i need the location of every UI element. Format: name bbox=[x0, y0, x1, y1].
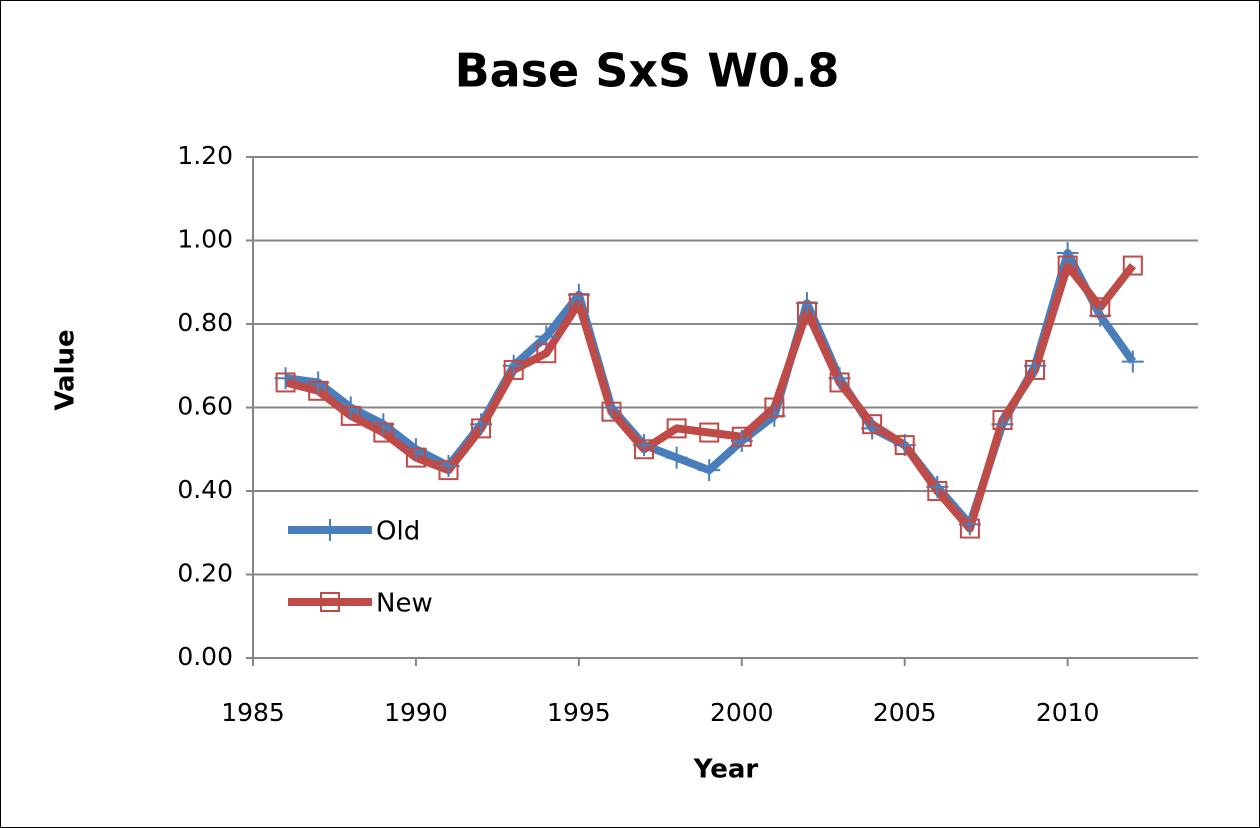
y-tick-label: 0.80 bbox=[177, 308, 233, 337]
marker-plus bbox=[926, 475, 949, 498]
marker-square bbox=[340, 405, 361, 426]
marker-plus bbox=[730, 429, 753, 452]
y-tick-label: 0.20 bbox=[177, 559, 233, 588]
marker-plus bbox=[437, 454, 460, 477]
y-tick-label: 1.20 bbox=[177, 141, 233, 170]
marker-square bbox=[666, 418, 687, 439]
marker-square bbox=[862, 414, 883, 435]
marker-plus bbox=[698, 459, 721, 482]
chart-title: Base SxS W0.8 bbox=[455, 44, 840, 98]
marker-plus bbox=[1056, 242, 1079, 265]
marker-plus bbox=[502, 354, 525, 377]
marker-square bbox=[796, 301, 817, 322]
marker-square bbox=[308, 380, 329, 401]
marker-plus bbox=[958, 513, 981, 536]
marker-plus bbox=[1024, 354, 1047, 377]
marker-plus bbox=[319, 519, 341, 541]
x-tick-label: 1985 bbox=[221, 698, 285, 727]
marker-plus bbox=[1121, 350, 1144, 373]
y-tick-label: 1.00 bbox=[177, 225, 233, 254]
marker-square bbox=[1090, 297, 1111, 318]
y-tick-label: 0.40 bbox=[177, 475, 233, 504]
legend-label: Old bbox=[376, 517, 420, 547]
y-tick-label: 0.60 bbox=[177, 392, 233, 421]
marker-square bbox=[438, 460, 459, 481]
marker-square bbox=[764, 397, 785, 418]
marker-plus bbox=[274, 367, 297, 390]
marker-plus bbox=[633, 434, 656, 457]
marker-square bbox=[959, 518, 980, 539]
marker-plus bbox=[828, 367, 851, 390]
marker-square bbox=[320, 592, 340, 612]
x-tick-label: 2010 bbox=[1036, 698, 1100, 727]
x-tick-label: 1995 bbox=[547, 698, 611, 727]
y-tick-label: 0.00 bbox=[177, 642, 233, 671]
marker-square bbox=[405, 447, 426, 468]
marker-square bbox=[699, 422, 720, 443]
marker-plus bbox=[600, 396, 623, 419]
x-axis-label: Year bbox=[693, 755, 759, 785]
x-tick-label: 2005 bbox=[873, 698, 937, 727]
marker-square bbox=[373, 422, 394, 443]
marker-plus bbox=[893, 434, 916, 457]
marker-square bbox=[536, 343, 557, 364]
marker-square bbox=[503, 359, 524, 380]
series-line bbox=[284, 261, 1136, 533]
x-tick-label: 2000 bbox=[710, 698, 774, 727]
marker-square bbox=[471, 418, 492, 439]
marker-square bbox=[634, 439, 655, 460]
marker-plus bbox=[470, 413, 493, 436]
marker-square bbox=[1122, 255, 1143, 276]
legend-label: New bbox=[376, 589, 433, 619]
marker-square bbox=[927, 481, 948, 501]
marker-square bbox=[568, 293, 589, 314]
marker-square bbox=[275, 372, 296, 393]
marker-plus bbox=[665, 446, 688, 469]
marker-square bbox=[894, 435, 915, 456]
marker-square bbox=[1057, 255, 1078, 276]
marker-square bbox=[601, 401, 622, 422]
marker-square bbox=[1025, 359, 1046, 380]
marker-plus bbox=[991, 413, 1014, 436]
marker-square bbox=[731, 426, 752, 447]
marker-square bbox=[829, 372, 850, 393]
y-axis-label: Value bbox=[51, 329, 81, 410]
marker-square bbox=[992, 410, 1013, 431]
x-tick-label: 1990 bbox=[384, 698, 448, 727]
marker-plus bbox=[861, 417, 884, 440]
